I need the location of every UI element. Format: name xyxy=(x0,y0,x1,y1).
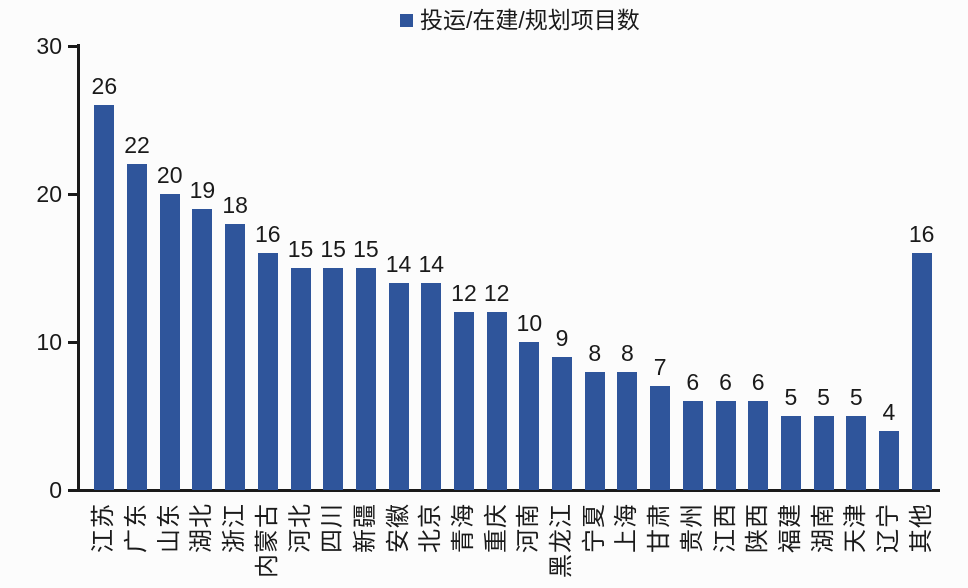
x-axis-label-text: 辽宁 xyxy=(874,503,902,553)
legend-label: 投运/在建/规划项目数 xyxy=(420,7,640,33)
bar xyxy=(748,401,769,490)
x-axis-label-text: 内蒙古 xyxy=(253,503,281,578)
bar-value-label: 4 xyxy=(882,398,896,425)
x-axis-label-text: 黑龙江 xyxy=(548,503,576,578)
bar xyxy=(257,253,278,490)
y-axis-line xyxy=(76,44,80,491)
bar xyxy=(323,268,344,490)
bar xyxy=(355,268,376,490)
bar xyxy=(453,312,474,490)
bar-value-label: 14 xyxy=(385,250,412,277)
x-axis-label-text: 山东 xyxy=(155,503,183,553)
x-axis-label-text: 四川 xyxy=(319,503,347,553)
bar xyxy=(780,416,801,490)
bar-value-label: 26 xyxy=(91,73,118,100)
bar-value-label: 16 xyxy=(255,221,281,248)
x-axis-label-text: 河北 xyxy=(286,503,314,553)
bar-value-label: 6 xyxy=(686,369,700,396)
x-axis-label-text: 天津 xyxy=(842,503,870,553)
x-axis-label-text: 湖北 xyxy=(188,503,216,553)
bar-value-label: 7 xyxy=(653,354,667,381)
bar xyxy=(388,282,409,490)
y-axis-tick-label: 0 xyxy=(49,476,62,503)
y-axis-tick-mark xyxy=(68,44,78,48)
bar-value-label: 12 xyxy=(451,280,477,307)
x-axis-label-text: 北京 xyxy=(417,503,445,553)
bar-value-label: 16 xyxy=(908,221,935,248)
x-axis-label-text: 甘肃 xyxy=(646,503,674,553)
y-axis-tick-label: 20 xyxy=(36,180,62,207)
bar xyxy=(682,401,703,490)
y-axis-tick-mark xyxy=(68,488,78,492)
y-axis-tick-mark xyxy=(68,192,78,196)
x-axis-label-text: 河南 xyxy=(515,503,543,553)
x-axis-label-text: 福建 xyxy=(776,503,804,553)
bar xyxy=(878,430,899,490)
bar-value-label: 8 xyxy=(588,339,602,366)
bar xyxy=(617,371,638,490)
bar xyxy=(421,282,442,490)
y-axis-tick-mark xyxy=(68,340,78,344)
bar-value-label: 14 xyxy=(418,250,445,277)
bar-value-label: 15 xyxy=(320,236,346,262)
bar xyxy=(846,416,867,490)
bar-value-label: 5 xyxy=(784,384,798,410)
x-axis-label-text: 青海 xyxy=(449,503,477,553)
bar xyxy=(159,194,180,490)
x-axis-label-text: 江西 xyxy=(711,503,739,553)
x-axis-label-text: 贵州 xyxy=(678,503,706,553)
bar xyxy=(192,208,213,490)
bar xyxy=(813,416,834,490)
bar xyxy=(650,386,671,490)
x-axis-label-text: 湖南 xyxy=(809,503,837,553)
x-axis-label-text: 江苏 xyxy=(90,503,118,553)
bar xyxy=(552,356,573,490)
bar-value-label: 8 xyxy=(621,339,634,366)
bar xyxy=(225,223,246,490)
bar-value-label: 6 xyxy=(751,369,765,396)
bar xyxy=(486,312,507,490)
x-axis-line xyxy=(68,488,940,492)
legend-swatch-icon xyxy=(400,13,413,27)
y-axis-tick-label: 10 xyxy=(36,328,62,355)
x-axis-label-text: 陕西 xyxy=(744,503,772,553)
bar-value-label: 18 xyxy=(222,191,248,218)
x-axis-label-text: 新疆 xyxy=(351,503,379,553)
legend: 投运/在建/规划项目数 xyxy=(400,8,640,32)
bar-value-label: 5 xyxy=(849,384,863,410)
x-axis-label-text: 其他 xyxy=(907,503,935,553)
bar-value-label: 5 xyxy=(817,384,830,410)
bar xyxy=(94,105,115,490)
y-axis-tick-label: 30 xyxy=(36,32,62,59)
bar xyxy=(127,164,148,490)
x-axis-label-text: 广东 xyxy=(123,503,151,553)
bar-value-label: 20 xyxy=(156,162,183,188)
x-axis-label-text: 浙江 xyxy=(221,503,249,553)
bar-value-label: 9 xyxy=(555,324,569,351)
bar xyxy=(584,371,605,490)
bar-value-label: 15 xyxy=(287,236,314,262)
bar xyxy=(519,342,540,490)
bar-value-label: 12 xyxy=(483,280,510,307)
bar-value-label: 6 xyxy=(719,369,732,396)
x-axis-label-text: 重庆 xyxy=(482,503,510,553)
bar xyxy=(290,268,311,490)
x-axis-label-text: 安徽 xyxy=(384,503,412,553)
bar xyxy=(715,401,736,490)
bar-value-label: 10 xyxy=(516,310,543,336)
bar-value-label: 22 xyxy=(124,132,150,159)
x-axis-label-text: 宁夏 xyxy=(580,503,608,553)
bar-value-label: 15 xyxy=(353,236,379,262)
bar-value-label: 19 xyxy=(189,176,216,203)
x-axis-label-text: 上海 xyxy=(613,503,641,553)
bar xyxy=(911,253,932,490)
